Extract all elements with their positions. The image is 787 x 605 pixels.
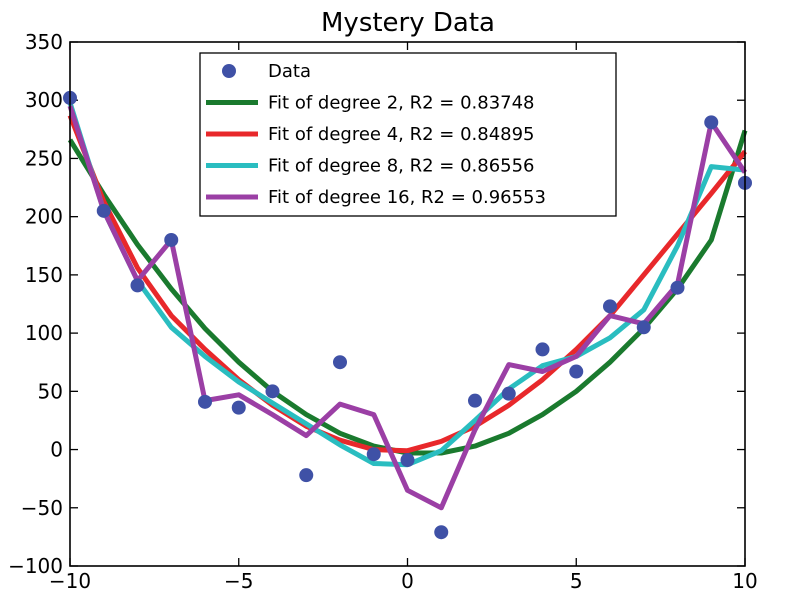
data-point [636,320,651,335]
y-tick-label: −100 [8,554,63,578]
y-tick-label: 50 [38,379,63,403]
legend-box [199,52,617,217]
fit-degree-4-line [67,114,747,454]
data-point [299,468,314,483]
data-point [434,525,449,540]
data-point [603,299,617,314]
data-point [333,355,347,370]
x-tick-label: −10 [49,569,91,593]
data-point [501,386,516,401]
x-tick-label: 10 [732,569,757,593]
y-tick-label: 300 [25,88,63,112]
data-point [130,278,145,293]
fit-degree-16-line [67,105,748,511]
data-point [400,453,415,468]
chart-title: Mystery Data [321,8,495,38]
data-point [231,400,246,415]
y-tick-label: 250 [25,146,63,170]
data-point [198,394,212,409]
legend-marker-data [222,64,236,78]
y-tick-label: −50 [21,496,63,520]
x-tick-label: 0 [401,569,414,593]
data-point [704,115,719,130]
legend-label: Fit of degree 4, R2 = 0.84895 [268,124,535,145]
x-axis: −10 −5 0 5 10 [49,42,758,593]
data-point [96,203,111,218]
x-tick-label: 5 [570,569,583,593]
data-point [468,393,482,408]
x-tick-label: −5 [224,569,253,593]
y-tick-label: 0 [50,438,63,462]
data-point [164,232,179,247]
data-point [569,364,584,379]
plot-frame [69,41,746,567]
data-point [670,280,685,295]
data-point [265,384,280,399]
y-tick-label: 150 [25,263,63,287]
data-point [535,342,550,357]
legend-label: Fit of degree 16, R2 = 0.96553 [268,187,546,208]
plot-area [63,90,752,540]
y-tick-label: 200 [25,205,63,229]
legend-label: Fit of degree 2, R2 = 0.83748 [268,93,535,114]
y-tick-label: 350 [25,30,63,54]
y-tick-label: 100 [25,321,63,345]
data-point [366,447,381,462]
y-axis: −100 −50 0 50 100 150 200 250 300 350 [8,30,745,578]
legend-label: Fit of degree 8, R2 = 0.86556 [268,156,535,177]
legend-label: Data [268,61,311,82]
legend: Data Fit of degree 2, R2 = 0.83748 Fit of … [199,52,617,217]
